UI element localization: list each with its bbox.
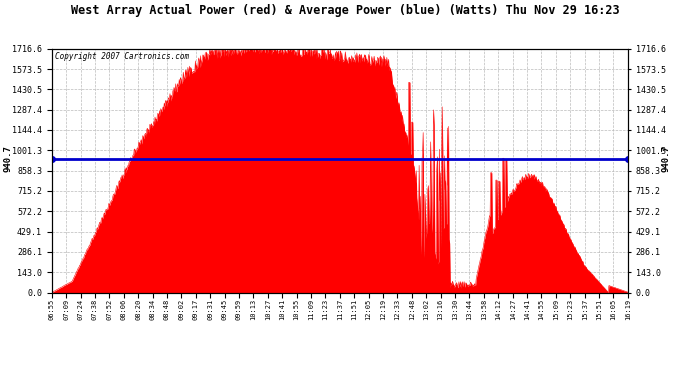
Text: 940.7: 940.7 bbox=[661, 146, 671, 172]
Text: West Array Actual Power (red) & Average Power (blue) (Watts) Thu Nov 29 16:23: West Array Actual Power (red) & Average … bbox=[70, 4, 620, 17]
Text: 940.7: 940.7 bbox=[3, 146, 13, 172]
Text: Copyright 2007 Cartronics.com: Copyright 2007 Cartronics.com bbox=[55, 53, 189, 62]
